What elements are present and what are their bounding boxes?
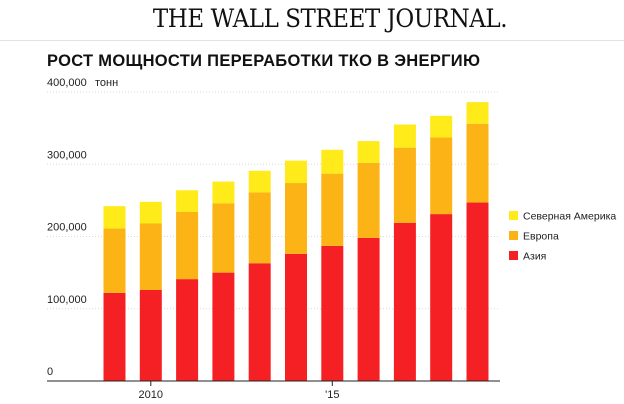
legend-label: Азия xyxy=(523,251,546,263)
bar-segment xyxy=(212,181,235,204)
bar-segment xyxy=(430,137,453,215)
masthead: THE WALL STREET JOURNAL. xyxy=(152,4,508,33)
bar-segment xyxy=(430,214,453,381)
bar-segment xyxy=(466,102,489,124)
y-tick-label: 400,000 xyxy=(47,77,87,89)
bar-segment xyxy=(248,192,271,264)
y-tick-label: 100,000 xyxy=(47,294,87,306)
legend-swatch xyxy=(509,231,518,240)
bars xyxy=(103,102,489,381)
legend: Северная Америка Европа Азия xyxy=(509,211,616,263)
y-axis-labels: 0 100,000 200,000 300,000 400,000 тонн xyxy=(47,77,118,378)
bar-segment xyxy=(393,124,416,148)
bar-segment xyxy=(393,222,416,381)
legend-swatch xyxy=(509,211,518,220)
legend-label: Европа xyxy=(523,231,559,243)
chart-title: РОСТ МОЩНОСТИ ПЕРЕРАБОТКИ ТКО В ЭНЕРГИЮ xyxy=(47,52,481,70)
bar-segment xyxy=(357,141,380,163)
x-tick-label: '15 xyxy=(325,389,339,401)
header-divider xyxy=(0,40,624,41)
bar-segment xyxy=(139,289,162,381)
bar-segment xyxy=(139,201,162,224)
y-tick-label: 0 xyxy=(47,366,53,378)
y-axis-unit: тонн xyxy=(95,77,118,89)
bar-segment xyxy=(248,170,271,193)
legend-swatch xyxy=(509,251,518,260)
bar-segment xyxy=(139,223,162,290)
bar-segment xyxy=(321,245,344,381)
bar-segment xyxy=(393,147,416,223)
x-axis: 2010 '15 xyxy=(47,380,500,401)
bar-segment xyxy=(176,279,199,381)
bar-segment xyxy=(357,237,380,381)
bar-segment xyxy=(103,206,126,229)
bar-segment xyxy=(248,263,271,381)
bar-segment xyxy=(321,149,344,174)
bar-segment xyxy=(321,173,344,246)
y-tick-label: 300,000 xyxy=(47,149,87,161)
bar-segment xyxy=(357,162,380,238)
bar-segment xyxy=(285,183,307,254)
bar-segment xyxy=(103,292,126,381)
bar-segment xyxy=(212,203,235,273)
bar-segment xyxy=(103,228,126,293)
bar-segment xyxy=(285,160,307,184)
bar-segment xyxy=(176,211,199,280)
bar-segment xyxy=(176,190,199,212)
bar-segment xyxy=(466,202,489,381)
bar-segment xyxy=(466,123,489,203)
bar-segment xyxy=(285,253,307,381)
legend-label: Северная Америка xyxy=(523,211,616,223)
bar-segment xyxy=(430,115,453,138)
bar-segment xyxy=(212,272,235,381)
x-tick-label: 2010 xyxy=(139,389,163,401)
y-tick-label: 200,000 xyxy=(47,222,87,234)
